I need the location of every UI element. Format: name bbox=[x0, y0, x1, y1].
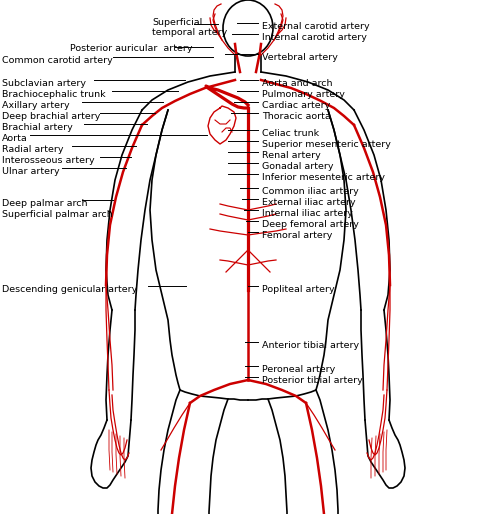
Text: Aorta: Aorta bbox=[2, 134, 28, 143]
Text: Brachiocephalic trunk: Brachiocephalic trunk bbox=[2, 90, 106, 99]
Text: Gonadal artery: Gonadal artery bbox=[262, 162, 334, 171]
Text: Superficial palmar arch: Superficial palmar arch bbox=[2, 210, 113, 219]
Text: Pulmonary artery: Pulmonary artery bbox=[262, 90, 345, 99]
Text: Ulnar artery: Ulnar artery bbox=[2, 167, 59, 176]
Text: Popliteal artery: Popliteal artery bbox=[262, 285, 334, 294]
Text: Superior mesenteric artery: Superior mesenteric artery bbox=[262, 140, 391, 149]
Text: Deep brachial artery: Deep brachial artery bbox=[2, 112, 100, 121]
Text: Peroneal artery: Peroneal artery bbox=[262, 365, 335, 374]
Text: External iliac artery: External iliac artery bbox=[262, 198, 356, 207]
Text: Thoracic aorta: Thoracic aorta bbox=[262, 112, 331, 121]
Text: Inferior mesenteric artery: Inferior mesenteric artery bbox=[262, 173, 385, 182]
Text: Renal artery: Renal artery bbox=[262, 151, 321, 160]
Text: Posterior tibial artery: Posterior tibial artery bbox=[262, 376, 363, 385]
Text: External carotid artery: External carotid artery bbox=[262, 22, 370, 31]
Text: Deep femoral artery: Deep femoral artery bbox=[262, 220, 359, 229]
Text: Axillary artery: Axillary artery bbox=[2, 101, 70, 110]
Text: Aorta and arch: Aorta and arch bbox=[262, 79, 332, 88]
Text: Interosseous artery: Interosseous artery bbox=[2, 156, 94, 165]
Text: Descending genicular artery: Descending genicular artery bbox=[2, 285, 137, 294]
Text: Celiac trunk: Celiac trunk bbox=[262, 129, 319, 138]
Text: Vertebral artery: Vertebral artery bbox=[262, 53, 338, 62]
Text: Radial artery: Radial artery bbox=[2, 145, 64, 154]
Text: Cardiac artery: Cardiac artery bbox=[262, 101, 330, 110]
Text: Anterior tibial artery: Anterior tibial artery bbox=[262, 341, 359, 350]
Text: Superficial
temporal artery: Superficial temporal artery bbox=[152, 18, 227, 38]
Text: Subclavian artery: Subclavian artery bbox=[2, 79, 86, 88]
Text: Deep palmar arch: Deep palmar arch bbox=[2, 199, 87, 208]
Text: Brachial artery: Brachial artery bbox=[2, 123, 73, 132]
Text: Internal carotid artery: Internal carotid artery bbox=[262, 33, 367, 42]
Text: Common iliac artery: Common iliac artery bbox=[262, 187, 359, 196]
Text: Internal iliac artery: Internal iliac artery bbox=[262, 209, 353, 218]
Text: Common carotid artery: Common carotid artery bbox=[2, 56, 113, 65]
Text: Posterior auricular  artery: Posterior auricular artery bbox=[70, 44, 192, 53]
Text: Femoral artery: Femoral artery bbox=[262, 231, 332, 240]
